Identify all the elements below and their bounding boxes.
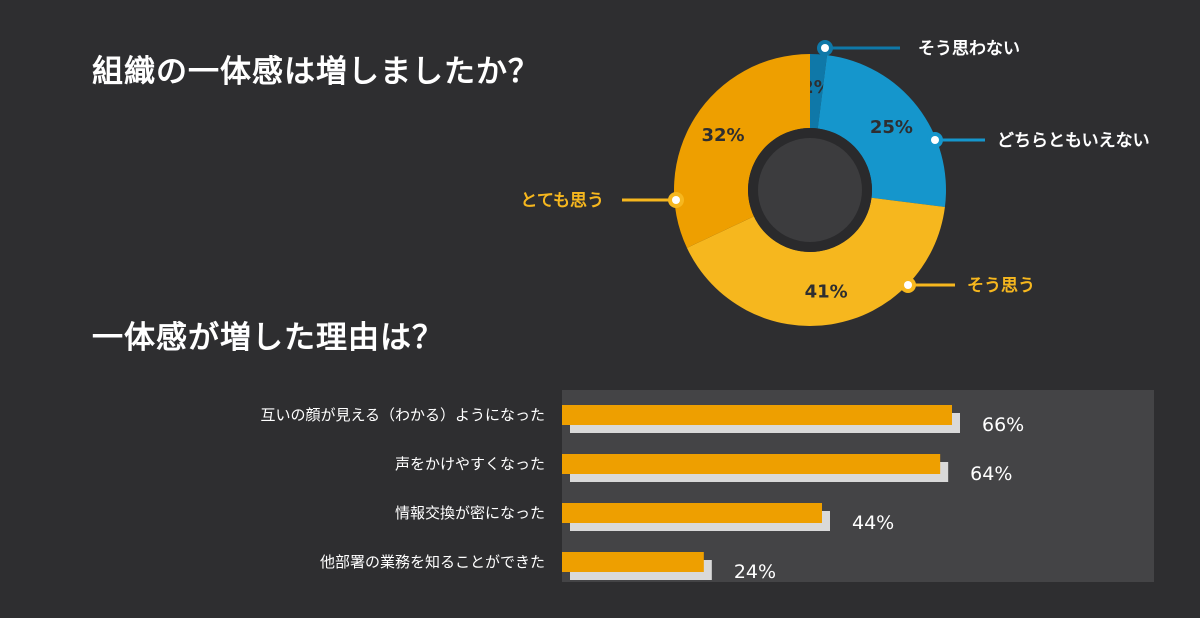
- bar-value-label: 24%: [734, 561, 776, 583]
- donut-slice: [810, 54, 828, 129]
- category-label: そう思わない: [918, 39, 1020, 59]
- leader-dot-center: [904, 281, 912, 289]
- bar-category-label: 声をかけやすくなった: [395, 455, 545, 473]
- category-label: どちらともいえない: [997, 131, 1150, 151]
- bar: [562, 405, 952, 425]
- leader-dot-center: [931, 136, 939, 144]
- bar-category-label: 他部署の業務を知ることができた: [320, 553, 545, 571]
- bar-value-label: 44%: [852, 512, 894, 534]
- bar: [562, 454, 941, 474]
- bar: [562, 552, 704, 572]
- bar-chart-title: 一体感が増した理由は？: [92, 320, 444, 356]
- category-label: とても思う: [520, 191, 604, 211]
- donut-slice: [686, 197, 945, 326]
- donut-hole: [758, 138, 862, 242]
- pie-title: 組織の一体感は増しましたか？: [92, 54, 540, 90]
- slice-value-label: 32%: [701, 125, 744, 146]
- bar-value-label: 66%: [982, 414, 1024, 436]
- donut-slice: [674, 54, 810, 248]
- bar-category-label: 互いの顔が見える（わかる）ようになった: [260, 406, 545, 424]
- donut-slice: [817, 55, 946, 208]
- bar-category-label: 情報交換が密になった: [395, 504, 545, 522]
- bar: [562, 503, 822, 523]
- slice-value-label: 25%: [870, 117, 913, 138]
- bar-value-label: 64%: [970, 463, 1012, 485]
- leader-dot-center: [672, 196, 680, 204]
- slice-value-label: 41%: [805, 282, 848, 303]
- category-label: そう思う: [967, 276, 1035, 296]
- leader-dot-center: [821, 44, 829, 52]
